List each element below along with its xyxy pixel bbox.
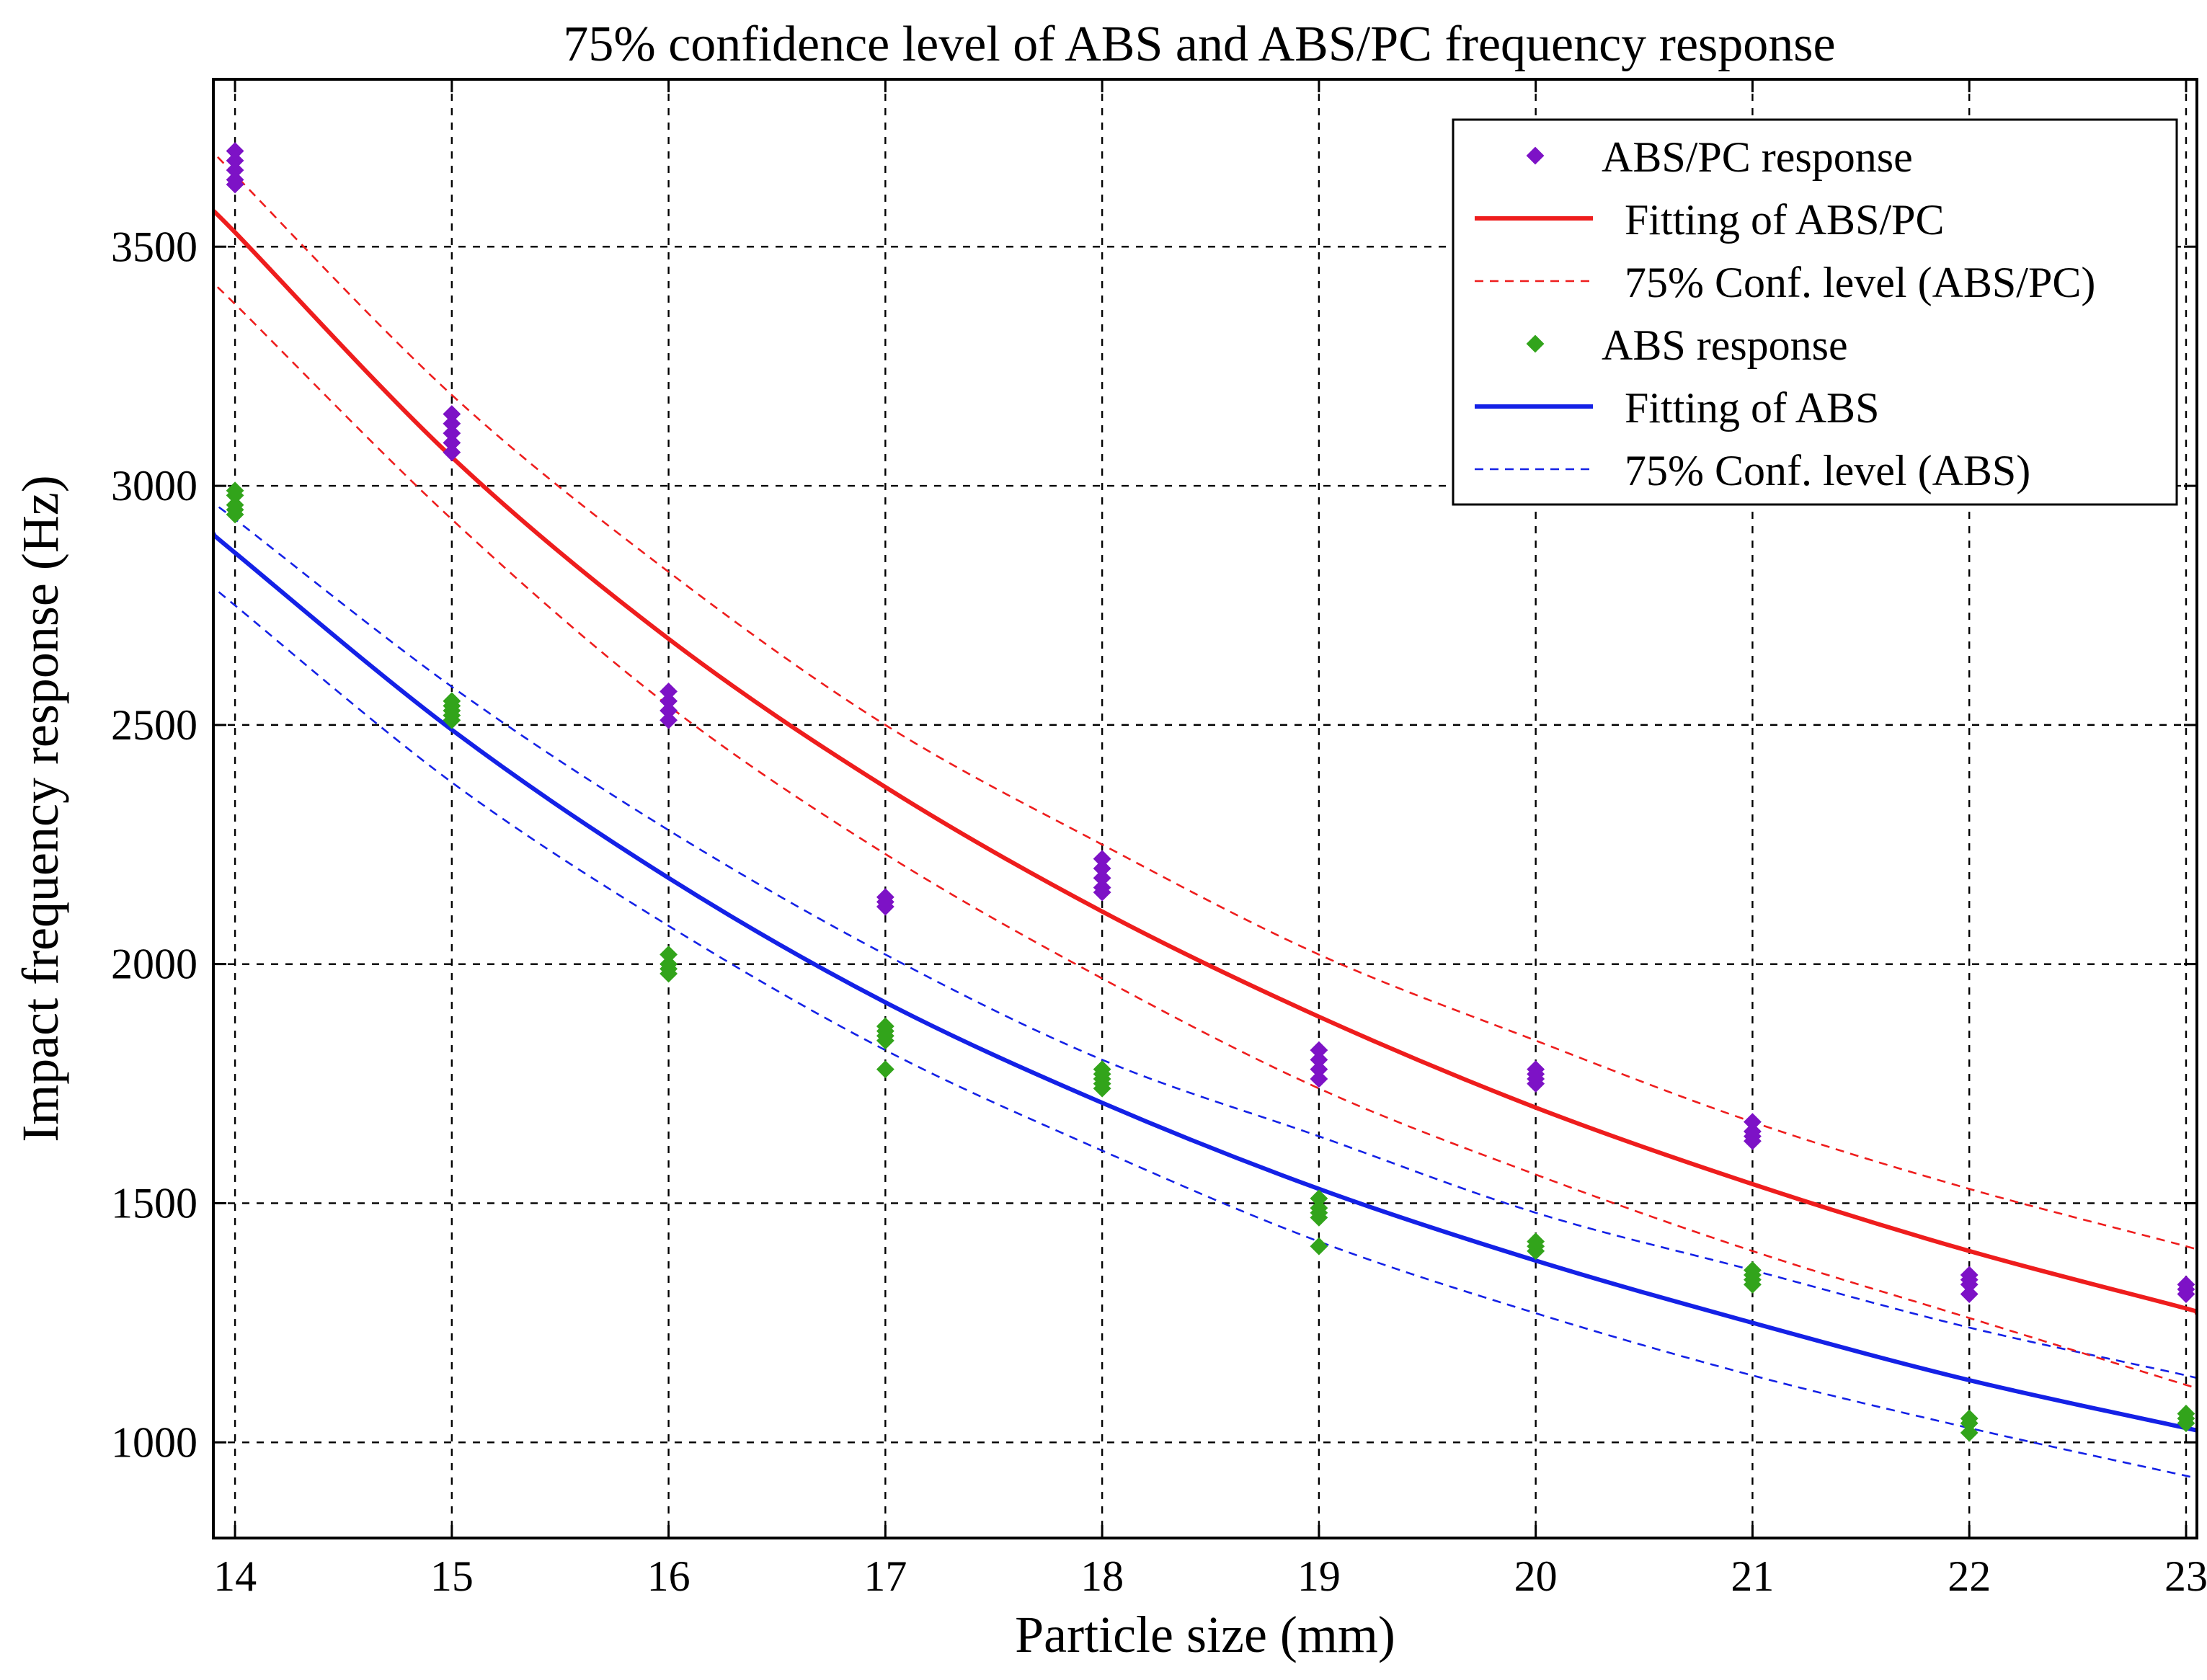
y-tick-label: 3500	[111, 223, 197, 270]
data-point	[1310, 1060, 1328, 1079]
axis-ticks	[213, 79, 2197, 1538]
legend-label: 75% Conf. level (ABS)	[1625, 447, 2030, 494]
data-point	[2177, 1280, 2195, 1299]
confidence-line	[213, 502, 2197, 1382]
legend-item: Fitting of ABS/PC	[1475, 196, 1945, 244]
series-75-conf-level-abs-pc	[213, 150, 2197, 1253]
data-point	[1093, 859, 1111, 878]
data-point	[1960, 1409, 1979, 1428]
data-point	[1310, 1237, 1328, 1255]
data-point	[443, 706, 461, 725]
plot-frame	[212, 78, 2198, 1539]
data-point	[1527, 1232, 1545, 1250]
series-abs-pc-response	[226, 142, 2195, 1303]
data-point	[1310, 1204, 1328, 1222]
x-tick-label: 16	[647, 1552, 690, 1600]
x-tick-label: 22	[1948, 1552, 1991, 1600]
y-tick-labels: 1000 1500 2000 2500 3000 3500	[111, 223, 197, 1466]
confidence-line	[213, 282, 2197, 1390]
confidence-line	[213, 150, 2197, 1253]
legend: ABS/PC response Fitting of ABS/PC 75% Conf…	[1452, 118, 2178, 506]
y-axis-title: Impact frequency response (Hz)	[12, 475, 69, 1142]
data-point	[226, 481, 244, 500]
series-75-conf-level-abs	[213, 502, 2197, 1382]
legend-items: ABS/PC response Fitting of ABS/PC 75% Conf…	[1475, 133, 2095, 494]
legend-box	[1452, 118, 2178, 506]
y-tick-label: 2000	[111, 941, 197, 988]
data-point	[226, 500, 244, 519]
legend-label: ABS/PC response	[1602, 133, 1913, 181]
data-point	[660, 711, 678, 729]
legend-marker	[1526, 146, 1545, 165]
legend-item: Fitting of ABS	[1475, 384, 1879, 432]
legend-marker	[1526, 334, 1545, 353]
data-point	[2177, 1405, 2195, 1423]
data-point	[443, 405, 461, 423]
data-point	[1310, 1050, 1328, 1069]
data-point	[443, 424, 461, 443]
plot-area	[213, 142, 2197, 1480]
series-75-conf-level-abs-pc	[213, 282, 2197, 1390]
data-point	[876, 892, 894, 911]
data-point	[1093, 1079, 1111, 1098]
data-point	[1960, 1285, 1979, 1303]
data-point	[876, 1060, 894, 1079]
x-tick-label: 18	[1080, 1552, 1124, 1600]
legend-item: ABS/PC response	[1526, 133, 1913, 181]
series-fitting-of-abs	[213, 531, 2197, 1433]
y-tick-label: 2500	[111, 701, 197, 749]
data-point	[226, 175, 244, 194]
data-point	[226, 151, 244, 170]
x-axis-title: Particle size (mm)	[1015, 1606, 1395, 1663]
data-point	[443, 414, 461, 433]
data-point	[1960, 1271, 1979, 1289]
data-point	[1744, 1127, 1762, 1145]
y-tick-label: 3000	[111, 462, 197, 510]
legend-item: 75% Conf. level (ABS)	[1475, 447, 2030, 494]
series-abs-response	[226, 481, 2195, 1442]
data-point	[876, 1026, 894, 1045]
x-tick-label: 19	[1297, 1552, 1341, 1600]
legend-label: 75% Conf. level (ABS/PC)	[1625, 259, 2095, 306]
y-tick-label: 1000	[111, 1418, 197, 1466]
data-point	[1744, 1271, 1762, 1289]
x-tick-label: 14	[213, 1552, 257, 1600]
legend-label: Fitting of ABS/PC	[1625, 196, 1945, 244]
legend-label: Fitting of ABS	[1625, 384, 1879, 432]
y-tick-label: 1500	[111, 1179, 197, 1227]
chart-title: 75% confidence level of ABS and ABS/PC f…	[563, 17, 1835, 72]
data-point	[660, 683, 678, 701]
x-tick-labels: 14 15 16 17 18 19 20 21 22 23	[213, 1552, 2207, 1600]
x-tick-label: 21	[1731, 1552, 1774, 1600]
data-point	[1310, 1070, 1328, 1088]
legend-label: ABS response	[1602, 321, 1848, 369]
data-point	[660, 959, 678, 978]
legend-item: ABS response	[1526, 321, 1848, 369]
data-point	[1093, 850, 1111, 868]
data-point	[443, 443, 461, 462]
fit-line	[213, 531, 2197, 1433]
x-tick-label: 15	[430, 1552, 474, 1600]
x-tick-label: 17	[863, 1552, 907, 1600]
data-point	[1093, 883, 1111, 902]
data-point	[1960, 1423, 1979, 1442]
data-point	[660, 692, 678, 711]
data-point	[1310, 1041, 1328, 1059]
x-tick-label: 23	[2164, 1552, 2207, 1600]
legend-item: 75% Conf. level (ABS/PC)	[1475, 259, 2095, 306]
data-point	[1527, 1070, 1545, 1088]
data-point	[226, 142, 244, 160]
x-tick-label: 20	[1514, 1552, 1558, 1600]
